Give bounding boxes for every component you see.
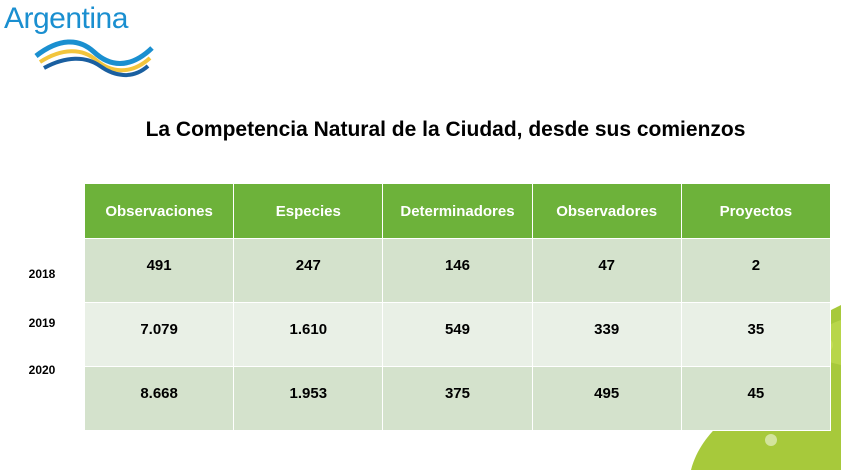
table-header-row: Observaciones Especies Determinadores Ob… (83, 183, 832, 239)
row-year-label: 2019 (28, 316, 56, 330)
table-cell: 1.610 (233, 302, 384, 367)
table-cell: 495 (531, 366, 682, 431)
row-year-label: 2018 (28, 267, 56, 281)
argentina-logo: Argentina (4, 2, 154, 82)
header-proyectos: Proyectos (680, 183, 832, 239)
table-cell: 47 (531, 238, 682, 303)
table-cell: 35 (680, 302, 832, 367)
waves-icon (34, 39, 154, 77)
table-cell: 146 (382, 238, 533, 303)
header-observadores: Observadores (531, 183, 682, 239)
table-cell: 375 (382, 366, 533, 431)
table-cell: 339 (531, 302, 682, 367)
table-cell: 8.668 (83, 366, 235, 431)
table-cell: 1.953 (233, 366, 384, 431)
header-especies: Especies (233, 183, 384, 239)
slide-title: La Competencia Natural de la Ciudad, des… (145, 118, 746, 141)
table-row: 491 247 146 47 2 (83, 238, 832, 303)
row-year-label: 2020 (28, 363, 56, 377)
table-row: 8.668 1.953 375 495 45 (83, 366, 832, 431)
logo-wordmark: Argentina (4, 2, 128, 35)
header-observaciones: Observaciones (83, 183, 235, 239)
header-determinadores: Determinadores (382, 183, 533, 239)
table-cell: 7.079 (83, 302, 235, 367)
table-cell: 491 (83, 238, 235, 303)
table-row: 7.079 1.610 549 339 35 (83, 302, 832, 367)
table-cell: 45 (680, 366, 832, 431)
table-cell: 549 (382, 302, 533, 367)
stats-table: Observaciones Especies Determinadores Ob… (83, 183, 832, 431)
table-cell: 247 (233, 238, 384, 303)
table-cell: 2 (680, 238, 832, 303)
